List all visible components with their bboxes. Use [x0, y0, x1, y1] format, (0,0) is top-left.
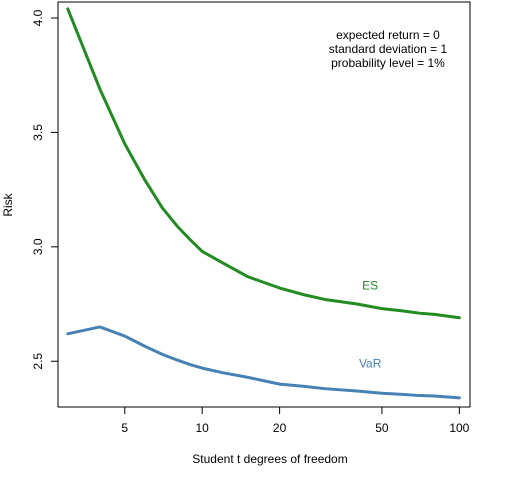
- y-tick-label: 4.0: [31, 9, 45, 26]
- series-label-var: VaR: [359, 357, 382, 371]
- annotation-line: standard deviation = 1: [329, 42, 448, 56]
- series-layer: ES VaR: [66, 7, 461, 400]
- x-tick-label: 100: [449, 421, 469, 435]
- annotation-block: expected return = 0 standard deviation =…: [329, 28, 448, 70]
- x-tick-label: 10: [196, 421, 210, 435]
- x-tick-label: 20: [273, 421, 287, 435]
- y-tick-label: 3.5: [31, 124, 45, 141]
- y-tick-label: 2.5: [31, 353, 45, 370]
- x-tick-label: 50: [375, 421, 389, 435]
- annotation-line: probability level = 1%: [331, 56, 445, 70]
- annotation-line: expected return = 0: [336, 28, 440, 42]
- y-axis: 2.5 3.0 3.5 4.0: [31, 9, 58, 370]
- series-label-es: ES: [362, 279, 378, 293]
- y-axis-label: Risk: [1, 192, 15, 216]
- series-line-var: [66, 325, 461, 400]
- y-tick-label: 3.0: [31, 238, 45, 255]
- series-line-es: [66, 7, 461, 320]
- x-tick-label: 5: [121, 421, 128, 435]
- x-axis-label: Student t degrees of freedom: [192, 452, 347, 466]
- x-axis: 5 10 20 50 100: [121, 407, 470, 435]
- plot-box: [57, 1, 471, 408]
